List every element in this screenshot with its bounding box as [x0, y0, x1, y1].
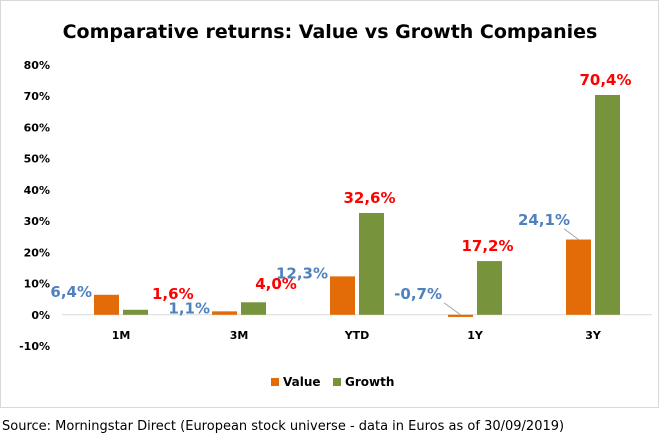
- leader-line: [563, 228, 579, 240]
- bar-value: [566, 239, 591, 315]
- data-label-growth: 32,6%: [343, 189, 395, 207]
- data-label-growth: 17,2%: [461, 237, 513, 255]
- data-label-growth: 4,0%: [255, 275, 297, 293]
- bar-chart: Comparative returns: Value vs Growth Com…: [19, 21, 652, 389]
- y-tick-label: 20%: [24, 246, 50, 259]
- chart-frame: [0, 0, 659, 408]
- y-tick-label: 60%: [24, 121, 50, 134]
- source-note: Source: Morningstar Direct (European sto…: [2, 419, 565, 434]
- bar-growth: [477, 261, 502, 315]
- bar-growth: [123, 309, 148, 315]
- chart-title: Comparative returns: Value vs Growth Com…: [63, 21, 598, 43]
- data-label-value: 6,4%: [50, 283, 92, 301]
- x-tick-label: YTD: [344, 329, 370, 342]
- x-tick-label: 3M: [230, 329, 249, 342]
- data-label-value: 1,1%: [168, 299, 210, 317]
- y-tick-label: 0%: [31, 309, 50, 322]
- x-tick-label: 3Y: [585, 329, 602, 342]
- data-label-growth: 1,6%: [152, 285, 194, 303]
- y-axis: -10% 0% 10% 20% 30% 40% 50% 60% 70% 80%: [19, 59, 50, 353]
- y-tick-label: 80%: [24, 59, 50, 72]
- bar-growth: [359, 212, 384, 315]
- legend-label-growth: Growth: [345, 375, 394, 389]
- bar-value: [330, 276, 355, 315]
- x-axis: 1M 3M YTD 1Y 3Y: [112, 329, 602, 342]
- bar-value: [212, 311, 237, 315]
- bar-value: [448, 314, 473, 317]
- legend-swatch-growth: [333, 378, 341, 386]
- data-label-value: 24,1%: [518, 211, 570, 229]
- bars-group: 6,4% 1,6%1,1% 4,0%12,3% 32,6% -0,7% 17,2% 24,1…: [50, 71, 631, 317]
- data-label-value: 12,3%: [276, 264, 328, 282]
- leader-line: [443, 302, 461, 316]
- x-tick-label: 1Y: [467, 329, 484, 342]
- bar-value: [94, 294, 119, 315]
- legend: Value Growth: [271, 375, 394, 389]
- bar-growth: [241, 302, 266, 315]
- y-tick-label: -10%: [19, 340, 50, 353]
- y-tick-label: 40%: [24, 184, 50, 197]
- legend-swatch-value: [271, 378, 279, 386]
- y-tick-label: 30%: [24, 215, 50, 228]
- data-label-value: -0,7%: [394, 285, 442, 303]
- x-tick-label: 1M: [112, 329, 131, 342]
- y-tick-label: 50%: [24, 153, 50, 166]
- legend-label-value: Value: [283, 375, 321, 389]
- bar-growth: [595, 94, 620, 315]
- y-tick-label: 70%: [24, 90, 50, 103]
- data-label-growth: 70,4%: [579, 71, 631, 89]
- y-tick-label: 10%: [24, 278, 50, 291]
